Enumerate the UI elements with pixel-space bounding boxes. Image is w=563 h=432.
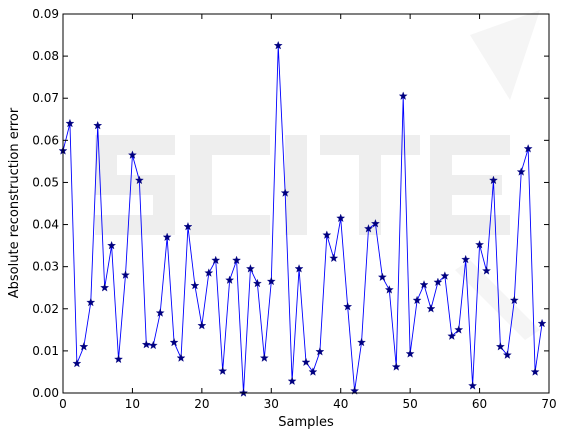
x-tick-label: 60 bbox=[472, 397, 487, 411]
data-point-star bbox=[433, 277, 443, 286]
data-point-star bbox=[79, 342, 89, 351]
data-point-star bbox=[371, 219, 380, 228]
x-axis-title: Samples bbox=[278, 415, 334, 430]
data-point-star bbox=[190, 280, 200, 290]
plot-background bbox=[63, 14, 549, 393]
data-point-star bbox=[155, 308, 165, 317]
data-point-star bbox=[169, 337, 179, 347]
data-point-star bbox=[447, 331, 457, 340]
x-tick-label: 50 bbox=[403, 397, 418, 411]
y-axis-ticks: 0.00 0.01 0.02 0.03 0.04 0.05 0.06 0.07 0.08 0.09 bbox=[32, 7, 549, 400]
x-tick-label: 20 bbox=[194, 397, 209, 411]
y-tick-label: 0.07 bbox=[32, 91, 59, 105]
data-point-star bbox=[128, 150, 137, 159]
data-point-star bbox=[162, 232, 172, 241]
y-tick-label: 0.01 bbox=[32, 344, 59, 358]
y-tick-label: 0.02 bbox=[32, 302, 59, 316]
data-point-star bbox=[266, 276, 276, 286]
data-point-star bbox=[86, 297, 96, 307]
data-point-star bbox=[537, 318, 547, 328]
data-point-star bbox=[405, 349, 415, 358]
data-point-star bbox=[468, 381, 478, 390]
data-point-star bbox=[259, 353, 269, 362]
y-tick-label: 0.08 bbox=[32, 49, 59, 63]
data-point-star bbox=[523, 144, 533, 153]
data-point-star bbox=[398, 91, 408, 100]
data-point-star bbox=[280, 188, 290, 197]
data-point-star bbox=[93, 120, 103, 130]
data-point-star bbox=[502, 350, 512, 359]
data-point-star bbox=[482, 266, 491, 275]
data-point-star bbox=[364, 224, 373, 233]
data-point-star bbox=[232, 255, 241, 265]
data-point-star bbox=[134, 175, 144, 185]
data-point-star bbox=[218, 366, 228, 375]
data-point-star bbox=[440, 271, 450, 280]
data-point-star bbox=[489, 175, 498, 185]
data-point-star bbox=[343, 302, 353, 311]
data-point-star bbox=[412, 295, 422, 305]
y-tick-label: 0.04 bbox=[32, 218, 59, 232]
data-point-star bbox=[107, 240, 116, 250]
data-point-star bbox=[65, 118, 75, 128]
data-point-star bbox=[357, 337, 366, 347]
y-tick-label: 0.03 bbox=[32, 260, 59, 274]
data-point-star bbox=[496, 342, 505, 351]
data-point-star bbox=[454, 325, 464, 334]
data-point-star bbox=[246, 264, 255, 273]
data-point-star bbox=[204, 268, 214, 277]
data-point-star bbox=[141, 339, 151, 349]
x-tick-label: 0 bbox=[59, 397, 67, 411]
y-tick-label: 0.06 bbox=[32, 133, 59, 147]
y-tick-label: 0.05 bbox=[32, 175, 59, 189]
data-point-star bbox=[148, 340, 158, 350]
data-point-star bbox=[121, 270, 130, 279]
x-tick-label: 40 bbox=[333, 397, 348, 411]
plot-frame bbox=[62, 13, 550, 394]
data-point-star bbox=[176, 353, 186, 362]
data-point-star bbox=[461, 254, 471, 264]
data-point-star bbox=[475, 240, 484, 249]
data-point-star bbox=[273, 40, 283, 50]
series-layer bbox=[58, 40, 547, 397]
data-point-star bbox=[253, 278, 262, 288]
data-point-star bbox=[315, 347, 325, 356]
data-point-star bbox=[509, 295, 519, 305]
data-point-star bbox=[384, 285, 394, 294]
data-point-star bbox=[72, 358, 82, 368]
data-point-star bbox=[183, 222, 193, 231]
data-point-star bbox=[197, 320, 207, 330]
data-point-star bbox=[419, 280, 429, 289]
data-point-star bbox=[391, 362, 401, 371]
data-point-star bbox=[308, 367, 318, 376]
x-tick-label: 30 bbox=[264, 397, 279, 411]
x-axis-ticks: 0 10 20 30 40 50 60 70 bbox=[59, 14, 557, 411]
x-tick-label: 10 bbox=[125, 397, 140, 411]
data-point-star bbox=[426, 304, 436, 313]
data-point-star bbox=[329, 253, 339, 262]
series-line bbox=[62, 45, 543, 394]
x-tick-label: 70 bbox=[541, 397, 556, 411]
data-point-star bbox=[211, 255, 221, 265]
y-tick-label: 0.09 bbox=[32, 7, 59, 21]
y-axis-title: Absolute reconstruction error bbox=[7, 107, 22, 298]
data-point-star bbox=[301, 357, 311, 367]
data-point-star bbox=[530, 367, 540, 376]
data-point-star bbox=[336, 213, 346, 222]
data-point-star bbox=[377, 272, 387, 281]
data-point-star bbox=[225, 275, 235, 284]
data-point-star bbox=[294, 264, 304, 273]
data-point-star bbox=[114, 354, 123, 364]
data-point-star bbox=[287, 376, 297, 385]
data-point-star bbox=[516, 167, 526, 176]
y-tick-label: 0.00 bbox=[32, 386, 59, 400]
data-point-star bbox=[322, 230, 332, 239]
data-point-star bbox=[100, 283, 110, 292]
